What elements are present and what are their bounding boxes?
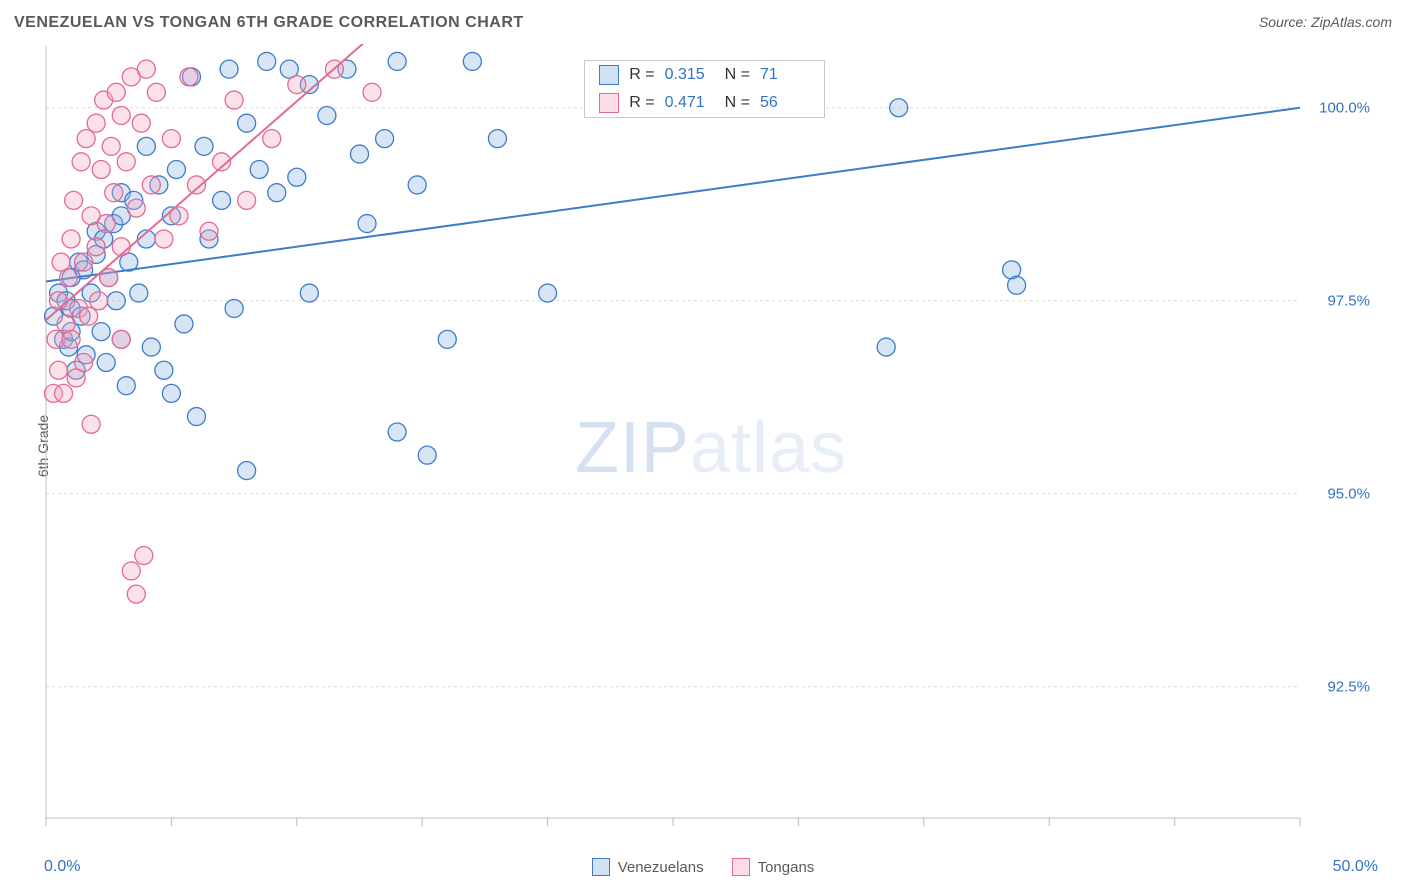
y-tick-label: 100.0% [1319,99,1370,116]
stat-n-value: 71 [760,66,810,84]
stats-box: R = 0.315 N = 71 R = 0.471 N = 56 [584,60,825,118]
legend-label: Venezuelans [618,859,704,876]
source-label: Source: ZipAtlas.com [1259,14,1392,30]
stat-n-value: 56 [760,94,810,112]
legend-item: Venezuelans [592,858,704,876]
stats-swatch [599,93,619,113]
stat-r-label: R = [629,66,654,84]
stat-r-value: 0.471 [665,94,715,112]
scatter-svg [44,44,1378,836]
legend-swatch [732,858,750,876]
stat-r-value: 0.315 [665,66,715,84]
stat-r-label: R = [629,94,654,112]
legend-label: Tongans [758,859,815,876]
y-tick-label: 97.5% [1327,292,1370,309]
chart-title: VENEZUELAN VS TONGAN 6TH GRADE CORRELATI… [14,14,524,32]
stats-row: R = 0.315 N = 71 [585,61,824,89]
stat-n-label: N = [725,66,750,84]
stats-row: R = 0.471 N = 56 [585,89,824,117]
plot-area: ZIPatlas [44,44,1378,836]
stats-swatch [599,65,619,85]
header: VENEZUELAN VS TONGAN 6TH GRADE CORRELATI… [14,14,1392,32]
stat-n-label: N = [725,94,750,112]
legend-item: Tongans [732,858,815,876]
y-tick-label: 95.0% [1327,485,1370,502]
y-tick-label: 92.5% [1327,678,1370,695]
bottom-legend: Venezuelans Tongans [0,858,1406,876]
legend-swatch [592,858,610,876]
